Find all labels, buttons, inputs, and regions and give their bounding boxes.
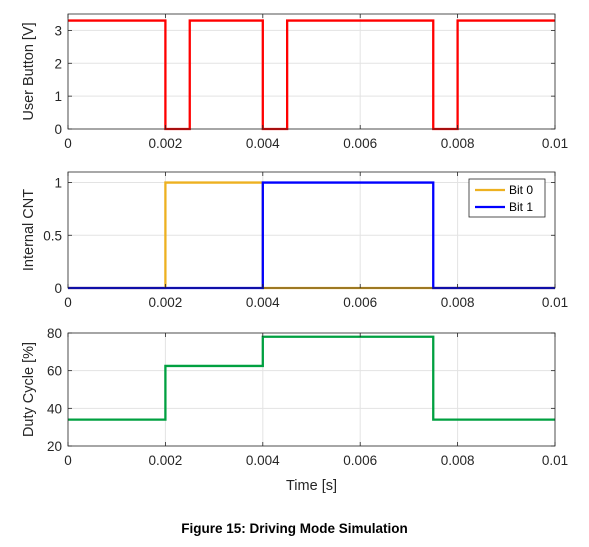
y-tick-label: 40 <box>47 401 62 416</box>
x-tick-label: 0.008 <box>441 453 475 468</box>
subplot-3: 0 0.002 0.004 0.006 0.008 0.01 20 40 60 80 Duty Cy… <box>21 326 568 494</box>
x-tick-label: 0 <box>64 136 72 151</box>
x-tick-label: 0 <box>64 453 72 468</box>
axes-box <box>67 332 556 447</box>
x-tick-label: 0.008 <box>441 136 475 151</box>
y-tick-label: 1 <box>54 176 62 191</box>
x-tick-label: 0 <box>64 295 72 310</box>
y-tick-label: 1 <box>54 89 62 104</box>
y-tick-label: 3 <box>54 23 62 38</box>
y-tick-label: 60 <box>47 364 62 379</box>
x-axis-label: Time [s] <box>286 478 337 494</box>
y-tick-label: 80 <box>47 326 62 341</box>
x-tick-label: 0.002 <box>149 453 183 468</box>
figure: 0 0.002 0.004 0.006 0.008 0.01 0 1 2 3 User Button… <box>21 13 568 494</box>
y-tick-label: 0 <box>54 122 62 137</box>
y-tick-label: 0.5 <box>43 228 62 243</box>
y-axis-label: Internal CNT <box>21 189 37 271</box>
x-tick-label: 0.01 <box>542 295 568 310</box>
axes-box <box>67 13 556 130</box>
subplot-1: 0 0.002 0.004 0.006 0.008 0.01 0 1 2 3 User Button… <box>21 13 568 151</box>
x-tick-label: 0.006 <box>343 295 377 310</box>
plot-area <box>68 333 555 446</box>
y-tick-label: 20 <box>47 439 62 454</box>
x-tick-label: 0.01 <box>542 136 568 151</box>
x-tick-label: 0.004 <box>246 136 280 151</box>
legend: Bit 0 Bit 1 <box>468 178 546 218</box>
plot-area <box>68 14 555 129</box>
legend-label: Bit 0 <box>509 183 533 197</box>
y-axis-label: Duty Cycle [%] <box>21 342 37 437</box>
legend-box <box>468 178 546 218</box>
x-tick-label: 0.006 <box>343 136 377 151</box>
y-axis-label: User Button [V] <box>21 22 37 120</box>
y-tick-label: 2 <box>54 56 62 71</box>
figure-caption: Figure 15: Driving Mode Simulation <box>181 521 408 536</box>
subplot-2: 0 0.002 0.004 0.006 0.008 0.01 0 0.5 1 Internal C… <box>21 171 568 310</box>
x-tick-label: 0.01 <box>542 453 568 468</box>
series-line-1 <box>68 335 555 421</box>
legend-label: Bit 1 <box>509 200 533 214</box>
axes-box <box>67 171 556 289</box>
x-tick-label: 0.006 <box>343 453 377 468</box>
x-tick-label: 0.008 <box>441 295 475 310</box>
x-tick-label: 0.002 <box>149 295 183 310</box>
y-tick-label: 0 <box>54 281 62 296</box>
x-tick-label: 0.004 <box>246 453 280 468</box>
x-tick-label: 0.002 <box>149 136 183 151</box>
x-tick-label: 0.004 <box>246 295 280 310</box>
